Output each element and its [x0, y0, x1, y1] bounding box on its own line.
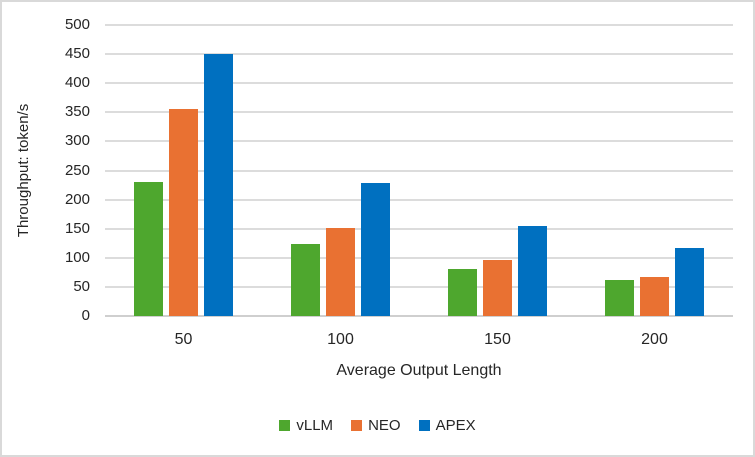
gridline [105, 227, 733, 230]
x-axis-title: Average Output Length [336, 362, 502, 379]
gridline [105, 169, 733, 172]
bar-group-200 [576, 25, 733, 316]
legend-item-vllm: vLLM [279, 417, 333, 434]
gridline [105, 256, 733, 259]
y-tick-label: 100 [64, 248, 90, 266]
y-tick-label: 500 [64, 16, 90, 33]
y-tick-label: 400 [64, 74, 90, 92]
x-axis-ticks: 50 100 150 200 [105, 331, 733, 349]
x-tick-label: 200 [641, 331, 668, 348]
bar-neo-50 [169, 108, 198, 316]
legend-item-neo: NEO [351, 417, 401, 434]
gridline [105, 53, 733, 56]
x-tick-label: 100 [327, 331, 354, 348]
bar-apex-100 [361, 183, 390, 316]
gridline [105, 140, 733, 143]
y-tick-label: 0 [81, 307, 90, 324]
legend-swatch-icon [279, 419, 291, 431]
bar-apex-200 [675, 247, 704, 316]
y-tick-label: 350 [64, 103, 90, 121]
gridline [105, 285, 733, 288]
y-tick-label: 300 [64, 132, 90, 150]
gridline [105, 82, 733, 85]
legend-swatch-icon [418, 419, 430, 431]
bar-neo-200 [640, 277, 669, 316]
legend-label: APEX [435, 416, 476, 434]
legend-label: NEO [368, 416, 401, 434]
y-tick-label: 250 [64, 161, 90, 179]
y-tick-label: 450 [64, 45, 90, 63]
legend-label: vLLM [296, 416, 334, 434]
gridline [105, 111, 733, 114]
bar-apex-150 [518, 225, 547, 316]
plot-area [105, 24, 733, 317]
legend-swatch-icon [351, 419, 363, 431]
bar-vllm-50 [134, 182, 163, 316]
bar-vllm-100 [291, 244, 320, 316]
gridline [105, 198, 733, 201]
bar-vllm-150 [448, 268, 477, 316]
x-tick-label: 150 [484, 331, 511, 348]
bar-group-100 [262, 25, 419, 316]
gridline [105, 24, 733, 26]
y-tick-label: 50 [73, 277, 90, 295]
bar-neo-150 [483, 260, 512, 316]
bar-apex-50 [204, 53, 233, 316]
x-tick-label: 50 [174, 331, 193, 348]
bar-groups [105, 25, 733, 316]
legend: vLLM NEO APEX [2, 414, 753, 436]
legend-item-apex: APEX [418, 416, 476, 434]
y-tick-label: 150 [64, 219, 90, 237]
bar-group-150 [419, 25, 576, 316]
bar-group-50 [105, 25, 262, 316]
y-tick-label: 200 [64, 190, 90, 208]
bar-neo-100 [326, 227, 355, 316]
bar-vllm-200 [605, 279, 634, 316]
x-axis-line [105, 315, 733, 317]
